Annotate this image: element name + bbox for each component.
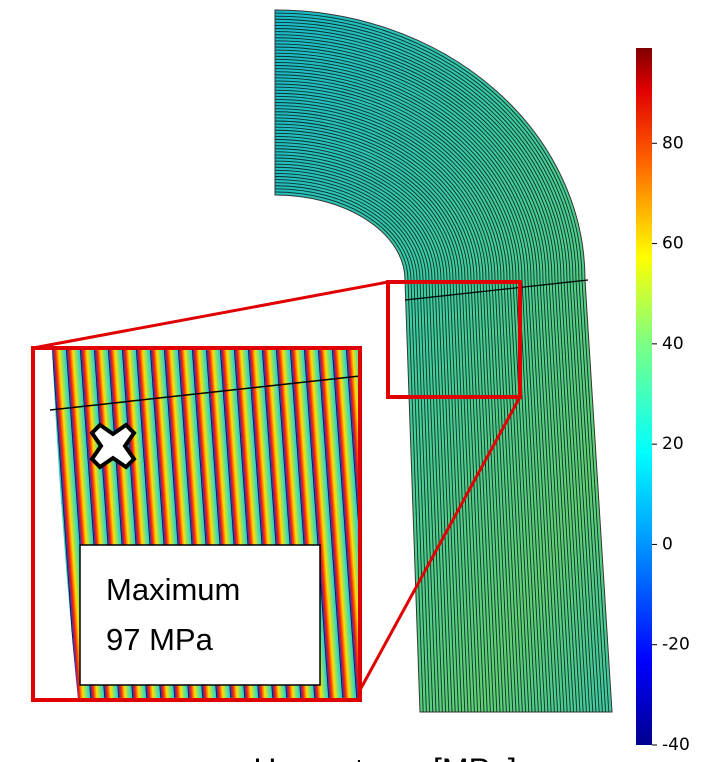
caption: <Hoop stress [MPa]>: [235, 752, 536, 762]
layer-line: [274, 117, 501, 713]
layer-line: [274, 71, 549, 713]
layer-line: [274, 12, 610, 713]
layer-line: [274, 80, 539, 713]
layer-line: [274, 28, 594, 713]
layer-line: [274, 182, 434, 713]
tick-label: 80: [662, 133, 684, 153]
layer-line: [274, 142, 475, 713]
annotation-text: 97 MPa: [106, 622, 214, 657]
layer-line: [274, 179, 437, 713]
layer-line: [274, 169, 447, 713]
layer-line: [274, 46, 575, 713]
layer-line: [274, 176, 440, 713]
layer-line: [274, 34, 587, 713]
layer-line: [274, 191, 424, 713]
layer-line: [274, 92, 527, 713]
layer-line: [274, 37, 584, 713]
colorbar-ticks: 80 60 40 20 0 -20 -40: [652, 133, 690, 755]
layer-line: [274, 61, 559, 713]
layer-line: [274, 148, 469, 713]
layer-line: [274, 108, 511, 713]
layer-line: [274, 15, 607, 713]
layer-line: [274, 145, 472, 713]
tick-label: -40: [662, 735, 690, 755]
layer-line: [274, 139, 479, 713]
layer-line: [274, 98, 520, 713]
layer-line: [274, 83, 536, 713]
layer-line: [274, 65, 555, 713]
layer-line: [274, 18, 603, 713]
max-marker: [89, 422, 137, 470]
layer-line: [274, 49, 571, 713]
layer-line: [274, 52, 568, 713]
section-line: [404, 279, 589, 301]
layer-line: [274, 95, 523, 713]
tick-label: 60: [662, 234, 684, 254]
colorbar: [636, 48, 652, 745]
layer-line: [274, 135, 482, 713]
layer-line: [274, 111, 507, 713]
layer-line: [274, 126, 491, 713]
layer-line: [274, 21, 600, 713]
zoom-line: [32, 280, 389, 350]
layer-line: [274, 151, 466, 713]
annotation-text: Maximum: [106, 572, 240, 607]
tick-label: 20: [662, 434, 684, 454]
layer-line: [274, 31, 591, 713]
layer-line: [274, 114, 504, 713]
layer-line: [274, 129, 488, 713]
layer-line: [274, 77, 543, 713]
tick-label: 0: [662, 534, 673, 554]
layer-line: [274, 185, 431, 713]
layer-line: [274, 163, 453, 713]
tick-label: 40: [662, 334, 684, 354]
layer-line: [274, 154, 463, 713]
layer-line: [274, 102, 517, 713]
geometry: [274, 9, 613, 713]
layer-line: [274, 58, 562, 713]
layer-line: [274, 105, 514, 713]
part-outline: [274, 9, 613, 713]
layer-line: [274, 24, 597, 713]
layer-line: [274, 89, 530, 713]
layer-line: [274, 166, 450, 713]
layer-line: [274, 188, 427, 713]
layer-line: [274, 123, 495, 713]
layer-line: [274, 157, 459, 713]
layer-line: [274, 120, 498, 713]
layer-line: [274, 68, 552, 713]
layer-line: [274, 160, 456, 713]
annotation-box: [79, 544, 321, 686]
layer-line: [274, 43, 578, 713]
zoom-line: [358, 396, 522, 691]
layer-line: [274, 40, 581, 713]
part-body: [275, 10, 612, 712]
layer-line: [274, 55, 565, 713]
tick-label: -20: [662, 635, 690, 655]
inset-frame: [31, 346, 362, 702]
layer-line: [274, 74, 546, 713]
layer-line: [274, 132, 485, 713]
layer-line: [274, 172, 443, 713]
layer-line: [274, 86, 533, 713]
zoom-box: [386, 280, 522, 399]
